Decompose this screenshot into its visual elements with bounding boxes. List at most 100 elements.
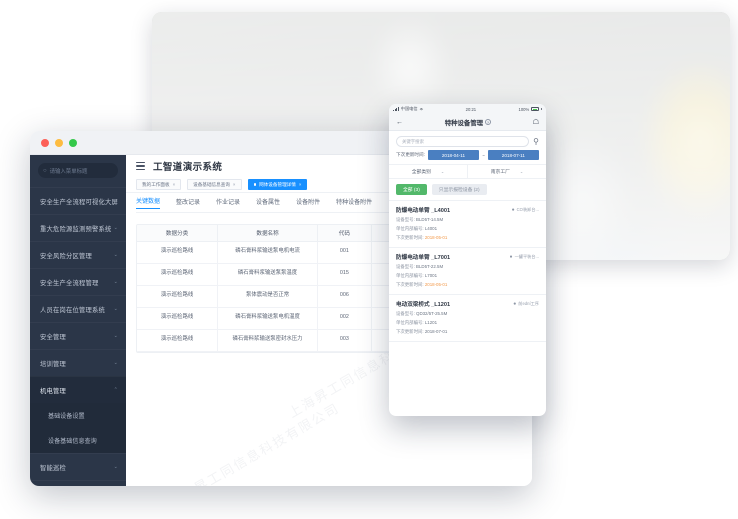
search-icon: ○	[43, 167, 47, 174]
tab-key-data[interactable]: 关键数据	[136, 196, 161, 209]
device-location: ● CO装卸台...	[512, 207, 539, 213]
chevron-down-icon: ⌄	[113, 306, 118, 312]
cell-code: 006	[317, 285, 372, 308]
filter-selects-row: 全部类别 ⌄ 南京工厂 ⌄	[389, 164, 546, 179]
chip-all[interactable]: 全部 (3)	[396, 184, 427, 195]
sidebar-item-dashboard[interactable]: 安全生产全流程可视化大屏	[30, 187, 126, 214]
sidebar-item-label: 智能巡检	[40, 464, 66, 472]
page-title: 工智道演示系统	[153, 162, 223, 173]
home-icon[interactable]: ☖	[532, 119, 539, 126]
content-tab-label: 设备属性	[256, 199, 281, 206]
device-location-label: 一罐平装台...	[514, 254, 539, 259]
close-icon[interactable]: ×	[172, 182, 176, 187]
chevron-down-icon: ⌄	[113, 360, 118, 366]
minimize-button[interactable]	[55, 138, 63, 147]
battery-icon	[531, 107, 540, 111]
tab-operation-records[interactable]: 作业记录	[216, 197, 240, 209]
tab-rectification-records[interactable]: 整改记录	[176, 197, 200, 209]
mobile-status-bar: 中国电信 ☂ 20:21 100%	[389, 104, 546, 114]
tab-device-attributes[interactable]: 设备属性	[256, 197, 280, 209]
factory-select[interactable]: 南京工厂 ⌄	[467, 165, 546, 178]
question-mark-icon[interactable]: ?	[485, 119, 492, 125]
model-value: BLD5T-14.5M	[416, 217, 444, 222]
start-date-button[interactable]: 2018-04-11	[427, 150, 480, 160]
category-select-value: 全部类别	[411, 170, 431, 175]
sidebar-item-maintenance[interactable]: 检维修管理 ⌄	[30, 480, 126, 486]
battery-percent-label: 100%	[518, 106, 530, 112]
end-date-button[interactable]: 2018-07-11	[487, 150, 539, 160]
tab-device-attachments[interactable]: 设备附件	[296, 197, 320, 209]
column-header-name: 数据名称	[217, 225, 318, 242]
close-icon[interactable]: ×	[232, 182, 236, 187]
page-tab-device-query[interactable]: 设备基础信息查询 ×	[187, 179, 242, 190]
sidebar-item-label: 安全生产全流程可视化大屏	[40, 198, 118, 206]
content-tab-label: 作业记录	[216, 199, 241, 206]
model-label: 设备型号:	[396, 311, 415, 316]
chevron-down-icon: ⌄	[113, 225, 118, 231]
device-name: 防爆电动单臂 _L7001	[396, 255, 451, 261]
sidebar-item-production[interactable]: 安全生产全流程管理 ⌄	[30, 268, 126, 295]
model-value: BLD5T-22.5M	[416, 264, 444, 269]
device-name: 防爆电动单臂 _L4001	[396, 208, 451, 214]
mobile-app-window: 中国电信 ☂ 20:21 100% ← 特种设备管理 ? ☖ 关键字搜索 ⚲	[389, 104, 546, 416]
content-tab-label: 整改记录	[176, 199, 201, 206]
list-item[interactable]: 电动双梁桥式 _L1201 ● 前ední工序 设备型号: QD32/5T-25…	[389, 295, 546, 342]
update-label: 下次更新时间:	[396, 282, 424, 287]
wifi-icon: ☂	[419, 106, 424, 112]
sidebar-item-safety[interactable]: 安全管理 ⌄	[30, 322, 126, 349]
chevron-down-icon: ⌄	[113, 279, 118, 285]
sidebar-item-label: 重大危险源监测预警系统	[40, 225, 112, 233]
sidebar-item-label: 安全管理	[40, 333, 66, 341]
chevron-down-icon: ⌄	[113, 252, 118, 258]
date-filter-row: 下次更新时间: 2018-04-11 ~ 2018-07-11	[389, 150, 546, 164]
device-name: 电动双梁桥式 _L1201	[396, 302, 451, 308]
code-label: 单位内部编号:	[396, 226, 424, 231]
sidebar-item-hazard[interactable]: 重大危险源监测预警系统 ⌄	[30, 214, 126, 241]
content-tab-label: 关键数据	[136, 199, 161, 205]
cell-category: 演示巡检路线	[137, 263, 219, 286]
content-tab-label: 设备附件	[296, 199, 321, 206]
close-icon[interactable]: ×	[298, 182, 302, 187]
hamburger-icon[interactable]	[136, 162, 145, 170]
device-location: ● 前ední工序	[513, 301, 539, 307]
location-pin-icon: ●	[513, 301, 517, 307]
search-input[interactable]: 关键字搜索	[396, 136, 530, 147]
tab-special-device-attachments[interactable]: 特种设备附件	[336, 197, 372, 209]
sidebar-item-inspection[interactable]: 智能巡检 ⌄	[30, 453, 126, 480]
sidebar-submenu: 基础设备设置 设备基础信息查询	[30, 403, 126, 453]
list-item[interactable]: 防爆电动单臂 _L7001 ● 一罐平装台... 设备型号: BLD5T-22.…	[389, 248, 546, 295]
cell-code: 002	[317, 307, 372, 330]
sidebar-search-placeholder: 请输入菜单标题	[49, 168, 88, 175]
search-icon[interactable]: ⚲	[533, 137, 539, 146]
sidebar-item-label: 安全风险分区管理	[40, 252, 92, 260]
code-label: 单位内部编号:	[396, 273, 424, 278]
update-value: 2018-07-01	[424, 329, 448, 334]
sidebar-item-label: 安全生产全流程管理	[40, 279, 99, 287]
sidebar-item-electromechanical[interactable]: 机电管理 ⌃	[30, 376, 126, 403]
chip-inspection-only[interactable]: 只显示报检设备 (2)	[431, 184, 487, 195]
sidebar-search[interactable]: ○ 请输入菜单标题	[38, 163, 118, 178]
maximize-button[interactable]	[69, 138, 77, 147]
sidebar-item-label: 机电管理	[40, 387, 66, 395]
sidebar-subitem-label: 基础设备设置	[48, 413, 85, 420]
code-value: L1201	[424, 320, 438, 325]
filter-chips-row: 全部 (3) 只显示报检设备 (2)	[389, 179, 546, 200]
sidebar-subitem-device-query[interactable]: 设备基础信息查询	[30, 428, 126, 453]
page-tab-workbench[interactable]: 我的工作面板 ×	[136, 179, 182, 190]
sidebar-item-label: 培训管理	[40, 360, 66, 368]
list-item[interactable]: 防爆电动单臂 _L4001 ● CO装卸台... 设备型号: BLD5T-14.…	[389, 201, 546, 248]
cell-code: 001	[317, 241, 372, 264]
sidebar-item-personnel[interactable]: 人员在岗在位管理系统 ⌄	[30, 295, 126, 322]
sidebar-item-training[interactable]: 培训管理 ⌄	[30, 349, 126, 376]
sidebar-item-riskzone[interactable]: 安全风险分区管理 ⌄	[30, 241, 126, 268]
sidebar-subitem-device-settings[interactable]: 基础设备设置	[30, 403, 126, 428]
close-button[interactable]	[41, 138, 49, 147]
model-label: 设备型号:	[396, 264, 415, 269]
page-tab-device-detail[interactable]: 网体设备管理详情 ×	[247, 179, 308, 190]
location-pin-icon: ●	[509, 254, 513, 260]
back-arrow-icon[interactable]: ←	[396, 118, 403, 126]
battery-tip-icon	[541, 108, 542, 110]
device-location-label: 前ední工序	[518, 301, 539, 306]
category-select[interactable]: 全部类别 ⌄	[389, 165, 467, 178]
